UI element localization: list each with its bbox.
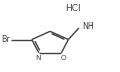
Text: HCl: HCl (66, 4, 81, 13)
Text: N: N (35, 55, 40, 61)
Text: Br: Br (1, 35, 10, 44)
Text: O: O (60, 55, 66, 61)
Text: 2: 2 (89, 22, 93, 27)
Text: NH: NH (82, 22, 94, 31)
